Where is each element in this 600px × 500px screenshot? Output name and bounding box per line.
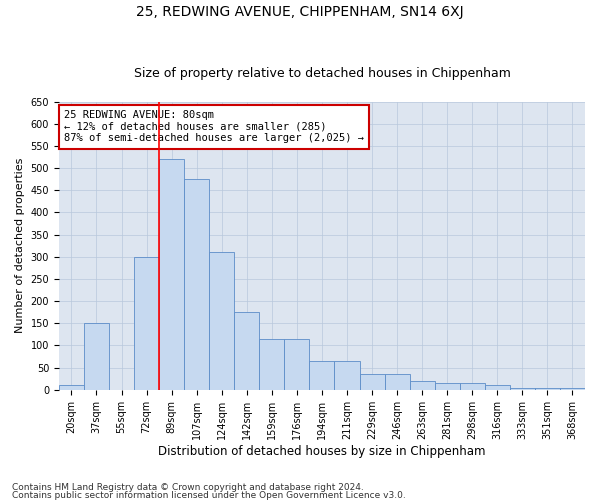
Bar — [184, 179, 209, 390]
Bar — [385, 374, 410, 390]
Y-axis label: Number of detached properties: Number of detached properties — [15, 158, 25, 334]
Bar — [134, 257, 159, 390]
Bar — [259, 339, 284, 390]
Bar — [485, 386, 510, 390]
Bar — [535, 388, 560, 390]
Bar — [284, 339, 310, 390]
Bar — [209, 252, 234, 390]
Text: 25, REDWING AVENUE, CHIPPENHAM, SN14 6XJ: 25, REDWING AVENUE, CHIPPENHAM, SN14 6XJ — [136, 5, 464, 19]
X-axis label: Distribution of detached houses by size in Chippenham: Distribution of detached houses by size … — [158, 444, 486, 458]
Bar — [310, 361, 334, 390]
Bar — [460, 383, 485, 390]
Bar — [434, 383, 460, 390]
Bar — [410, 381, 434, 390]
Bar — [334, 361, 359, 390]
Bar — [359, 374, 385, 390]
Title: Size of property relative to detached houses in Chippenham: Size of property relative to detached ho… — [134, 66, 511, 80]
Bar — [510, 388, 535, 390]
Bar — [59, 386, 84, 390]
Bar — [560, 388, 585, 390]
Bar — [84, 324, 109, 390]
Text: Contains HM Land Registry data © Crown copyright and database right 2024.: Contains HM Land Registry data © Crown c… — [12, 484, 364, 492]
Text: Contains public sector information licensed under the Open Government Licence v3: Contains public sector information licen… — [12, 490, 406, 500]
Text: 25 REDWING AVENUE: 80sqm
← 12% of detached houses are smaller (285)
87% of semi-: 25 REDWING AVENUE: 80sqm ← 12% of detach… — [64, 110, 364, 144]
Bar — [234, 312, 259, 390]
Bar — [159, 159, 184, 390]
